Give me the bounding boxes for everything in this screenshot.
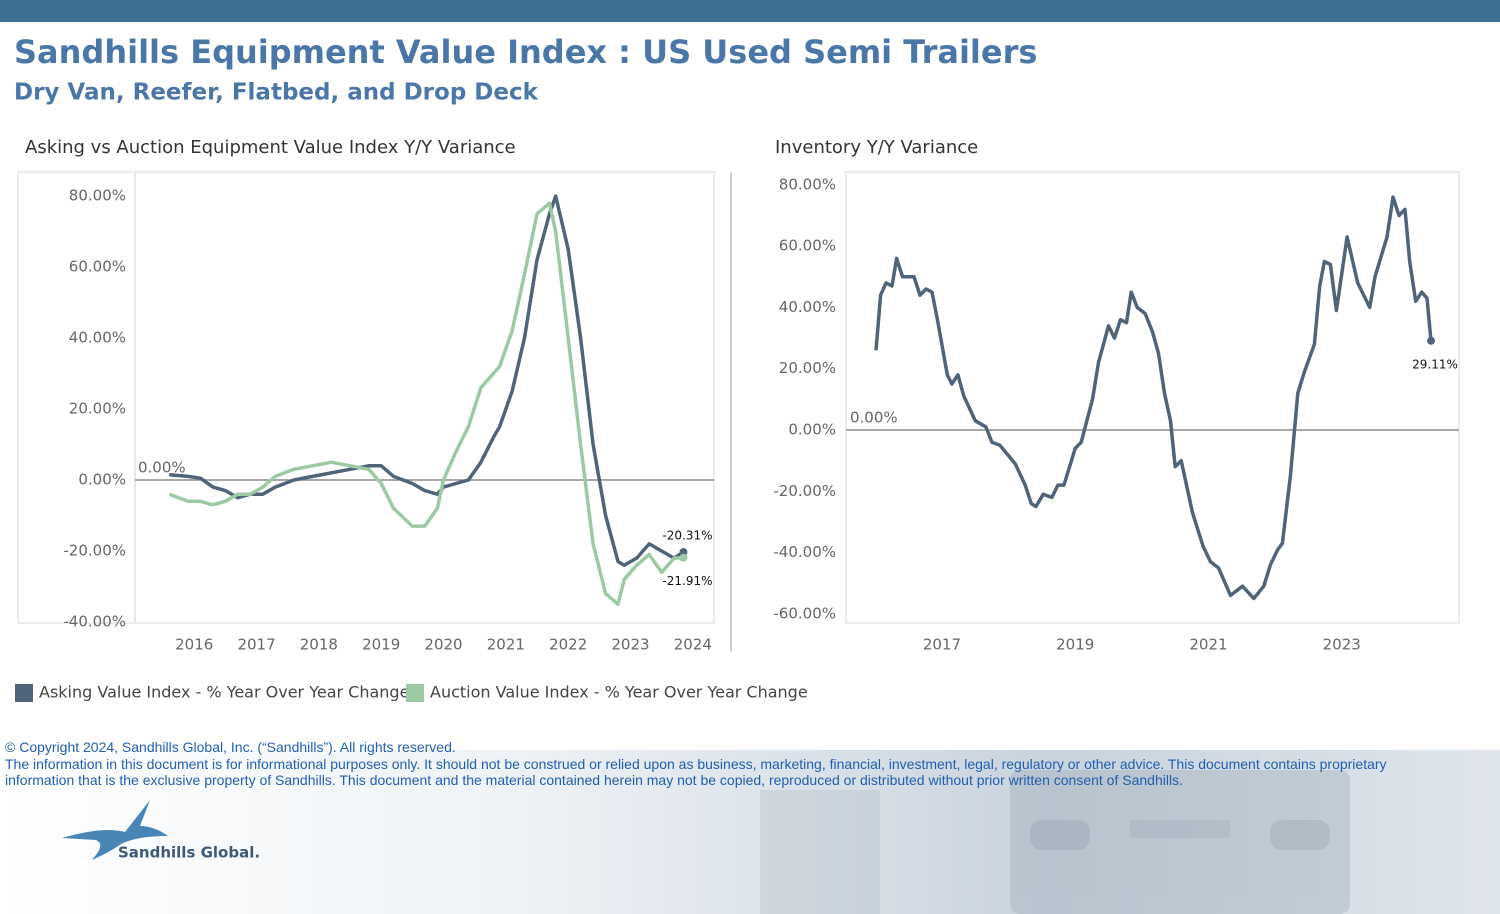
y-tick-label: 20.00% bbox=[779, 359, 836, 377]
end-marker bbox=[679, 553, 688, 562]
logo: Sandhills Global. bbox=[62, 800, 260, 862]
logo-text: Sandhills Global. bbox=[118, 844, 260, 862]
end-marker bbox=[679, 548, 688, 557]
y-tick-label: 40.00% bbox=[779, 298, 836, 316]
legend-swatch bbox=[15, 684, 33, 702]
x-tick-label: 2022 bbox=[549, 636, 587, 654]
y-tick-label: 0.00% bbox=[78, 470, 126, 488]
series-line bbox=[169, 194, 685, 567]
legend-label: Asking Value Index - % Year Over Year Ch… bbox=[39, 683, 409, 702]
disclaimer: The information in this document is for … bbox=[5, 756, 1387, 788]
y-tick-label: -20.00% bbox=[773, 482, 836, 500]
x-tick-label: 2019 bbox=[362, 636, 400, 654]
zero-line-label: 0.00% bbox=[850, 408, 898, 426]
chart-title: Asking vs Auction Equipment Value Index … bbox=[25, 137, 516, 158]
y-tick-label: -40.00% bbox=[773, 543, 836, 561]
x-tick-label: 2018 bbox=[300, 636, 338, 654]
plot-frame bbox=[845, 171, 1460, 624]
y-tick-label: -60.00% bbox=[773, 604, 836, 622]
y-tick-label: -20.00% bbox=[63, 541, 126, 559]
x-tick-label: 2019 bbox=[1056, 636, 1094, 654]
chart-title: Inventory Y/Y Variance bbox=[775, 137, 978, 158]
y-tick-label: 60.00% bbox=[779, 237, 836, 255]
y-tick-label: 40.00% bbox=[69, 329, 126, 347]
zero-line-label: 0.00% bbox=[138, 458, 186, 476]
legend-label: Auction Value Index - % Year Over Year C… bbox=[430, 683, 808, 702]
x-tick-label: 2023 bbox=[611, 636, 649, 654]
page-subtitle: Dry Van, Reefer, Flatbed, and Drop Deck bbox=[14, 80, 539, 106]
series-line bbox=[168, 201, 684, 606]
x-tick-label: 2017 bbox=[923, 636, 961, 654]
y-tick-label: 0.00% bbox=[788, 420, 836, 438]
x-tick-label: 2020 bbox=[424, 636, 462, 654]
y-tick-label: 20.00% bbox=[69, 400, 126, 418]
copyright: © Copyright 2024, Sandhills Global, Inc.… bbox=[5, 739, 456, 755]
background-photo bbox=[0, 750, 1500, 914]
plot-frame bbox=[17, 171, 715, 624]
value-label: -20.31% bbox=[662, 529, 712, 543]
x-tick-label: 2023 bbox=[1323, 636, 1361, 654]
y-tick-label: 80.00% bbox=[779, 175, 836, 193]
legend-swatch bbox=[406, 684, 424, 702]
x-tick-label: 2021 bbox=[1189, 636, 1227, 654]
x-tick-label: 2024 bbox=[674, 636, 712, 654]
page-title: Sandhills Equipment Value Index : US Use… bbox=[14, 33, 1037, 71]
x-tick-label: 2021 bbox=[487, 636, 525, 654]
x-tick-label: 2016 bbox=[175, 636, 213, 654]
value-label: -21.91% bbox=[662, 574, 712, 588]
y-tick-label: 80.00% bbox=[69, 187, 126, 205]
value-label: 29.11% bbox=[1412, 357, 1458, 371]
x-tick-label: 2017 bbox=[237, 636, 275, 654]
truck-silhouette bbox=[760, 770, 1350, 914]
end-marker bbox=[1427, 336, 1436, 345]
series-line bbox=[874, 195, 1433, 601]
y-tick-label: -40.00% bbox=[63, 612, 126, 630]
top-bar bbox=[0, 0, 1500, 22]
y-tick-label: 60.00% bbox=[69, 258, 126, 276]
